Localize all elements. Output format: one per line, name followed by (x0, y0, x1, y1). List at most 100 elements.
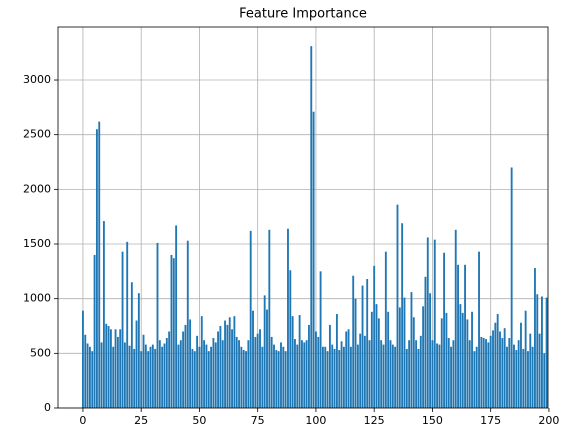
bar (249, 230, 252, 408)
bar (266, 309, 268, 408)
x-tick-label: 0 (79, 414, 86, 427)
bar (324, 346, 327, 408)
bar (398, 307, 401, 408)
bar (219, 326, 222, 408)
bar (499, 331, 501, 408)
x-tick-label: 75 (251, 414, 265, 427)
bar (447, 338, 450, 408)
bar (531, 346, 534, 408)
bar (245, 351, 247, 408)
bar (310, 46, 313, 409)
bar (289, 270, 292, 408)
bar (464, 264, 466, 408)
x-tick-label: 100 (305, 414, 326, 427)
bar (226, 324, 229, 408)
bar (412, 317, 415, 408)
bar (312, 111, 315, 408)
bar (433, 239, 436, 408)
bar (366, 278, 369, 408)
bar (305, 340, 308, 408)
bar (294, 339, 296, 408)
bar (482, 338, 485, 408)
bar (301, 340, 303, 408)
bar (91, 351, 94, 408)
bar (401, 223, 404, 408)
bar (238, 340, 240, 408)
bar (415, 340, 418, 408)
chart-title: Feature Importance (239, 7, 367, 22)
bar (314, 331, 317, 408)
y-tick-label: 1500 (23, 237, 51, 250)
bar (513, 344, 515, 408)
y-tick-label: 0 (44, 401, 51, 414)
bar (347, 329, 350, 408)
bar (151, 344, 154, 408)
bar (375, 304, 378, 408)
bar (503, 328, 506, 408)
bar (527, 351, 529, 408)
bar (391, 344, 394, 408)
y-tick-label: 2000 (23, 182, 51, 195)
bar (454, 229, 457, 408)
bar (394, 346, 397, 408)
bar (137, 293, 140, 408)
bar (84, 334, 87, 408)
bar (335, 313, 338, 408)
bar (247, 340, 250, 408)
bar (340, 341, 343, 408)
bar (156, 242, 159, 408)
bar (422, 306, 425, 408)
bar (298, 315, 301, 408)
bar (473, 351, 476, 408)
bar (417, 348, 420, 408)
bar (466, 319, 469, 408)
bar (142, 334, 145, 408)
bar (112, 346, 115, 408)
bar (203, 340, 206, 408)
bar (308, 324, 310, 408)
bar (321, 346, 324, 408)
bar (380, 340, 383, 408)
bar (207, 351, 210, 408)
bar (508, 338, 511, 408)
bar (354, 298, 357, 408)
bar (121, 251, 124, 408)
bar (326, 351, 329, 408)
bar (168, 331, 171, 408)
bar (165, 338, 168, 408)
bar (116, 336, 119, 408)
bar (450, 346, 453, 408)
bar (130, 282, 133, 408)
bar (147, 351, 150, 408)
bar (100, 342, 103, 408)
bar (387, 311, 390, 408)
bar (538, 333, 541, 408)
bar (277, 351, 280, 408)
bar (296, 344, 299, 408)
bar (259, 329, 261, 408)
bar (429, 293, 432, 408)
bar (534, 268, 536, 408)
plot-frame (57, 26, 549, 409)
bar (468, 340, 471, 408)
bar (345, 331, 348, 408)
bar (319, 271, 322, 408)
bar (182, 331, 185, 408)
bar (107, 326, 110, 408)
bar (254, 336, 257, 408)
bar (212, 338, 215, 408)
bar (252, 310, 254, 408)
x-tick-label: 25 (134, 414, 148, 427)
bar (438, 344, 441, 408)
bar (191, 348, 194, 408)
bar (177, 344, 180, 408)
bar (492, 330, 494, 408)
bar (361, 285, 364, 408)
bar (263, 295, 266, 408)
bar (536, 294, 539, 408)
bar (331, 344, 334, 408)
bar (517, 340, 520, 408)
bar (154, 348, 157, 408)
bar (140, 351, 143, 408)
